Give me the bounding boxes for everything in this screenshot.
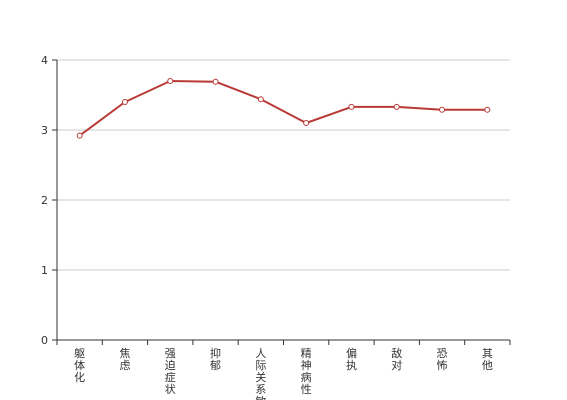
grid-lines xyxy=(57,59,510,271)
data-point xyxy=(76,132,83,139)
x-tick-label: 人际关系敏感 xyxy=(255,347,266,400)
data-point xyxy=(439,106,446,113)
data-point xyxy=(393,103,400,110)
y-tick-label: 0 xyxy=(41,334,48,347)
x-tick-labels: 躯体化 焦虑 强迫症状 抑郁 人际关系敏感 精神病性 偏执 敌对 恐怖 其他 xyxy=(74,346,493,400)
y-tick-label: 4 xyxy=(41,54,48,67)
data-point xyxy=(257,96,264,103)
x-tick-label: 抑郁 xyxy=(210,346,221,372)
x-tick-label: 强迫症状 xyxy=(165,347,176,396)
y-tick-label: 1 xyxy=(41,264,48,277)
x-tick-label: 恐怖 xyxy=(437,347,448,372)
data-point xyxy=(484,106,491,113)
y-tick-labels: 0 1 2 3 4 xyxy=(41,54,48,347)
x-tick-label: 敌对 xyxy=(391,346,402,372)
x-tick-label: 偏执 xyxy=(346,346,357,372)
data-point xyxy=(348,103,355,110)
x-tick-label: 其他 xyxy=(482,347,493,372)
y-tick-label: 3 xyxy=(41,124,48,137)
axes xyxy=(52,59,511,345)
data-point xyxy=(303,120,310,126)
x-tick-label: 焦虑 xyxy=(119,347,130,372)
x-tick-label: 躯体化 xyxy=(74,347,85,384)
data-point xyxy=(167,78,174,84)
series-line xyxy=(79,80,488,137)
data-point xyxy=(212,78,219,85)
data-point xyxy=(121,99,128,105)
x-tick-label: 精神病性 xyxy=(301,347,312,396)
y-tick-label: 2 xyxy=(41,194,48,207)
series xyxy=(76,78,491,139)
